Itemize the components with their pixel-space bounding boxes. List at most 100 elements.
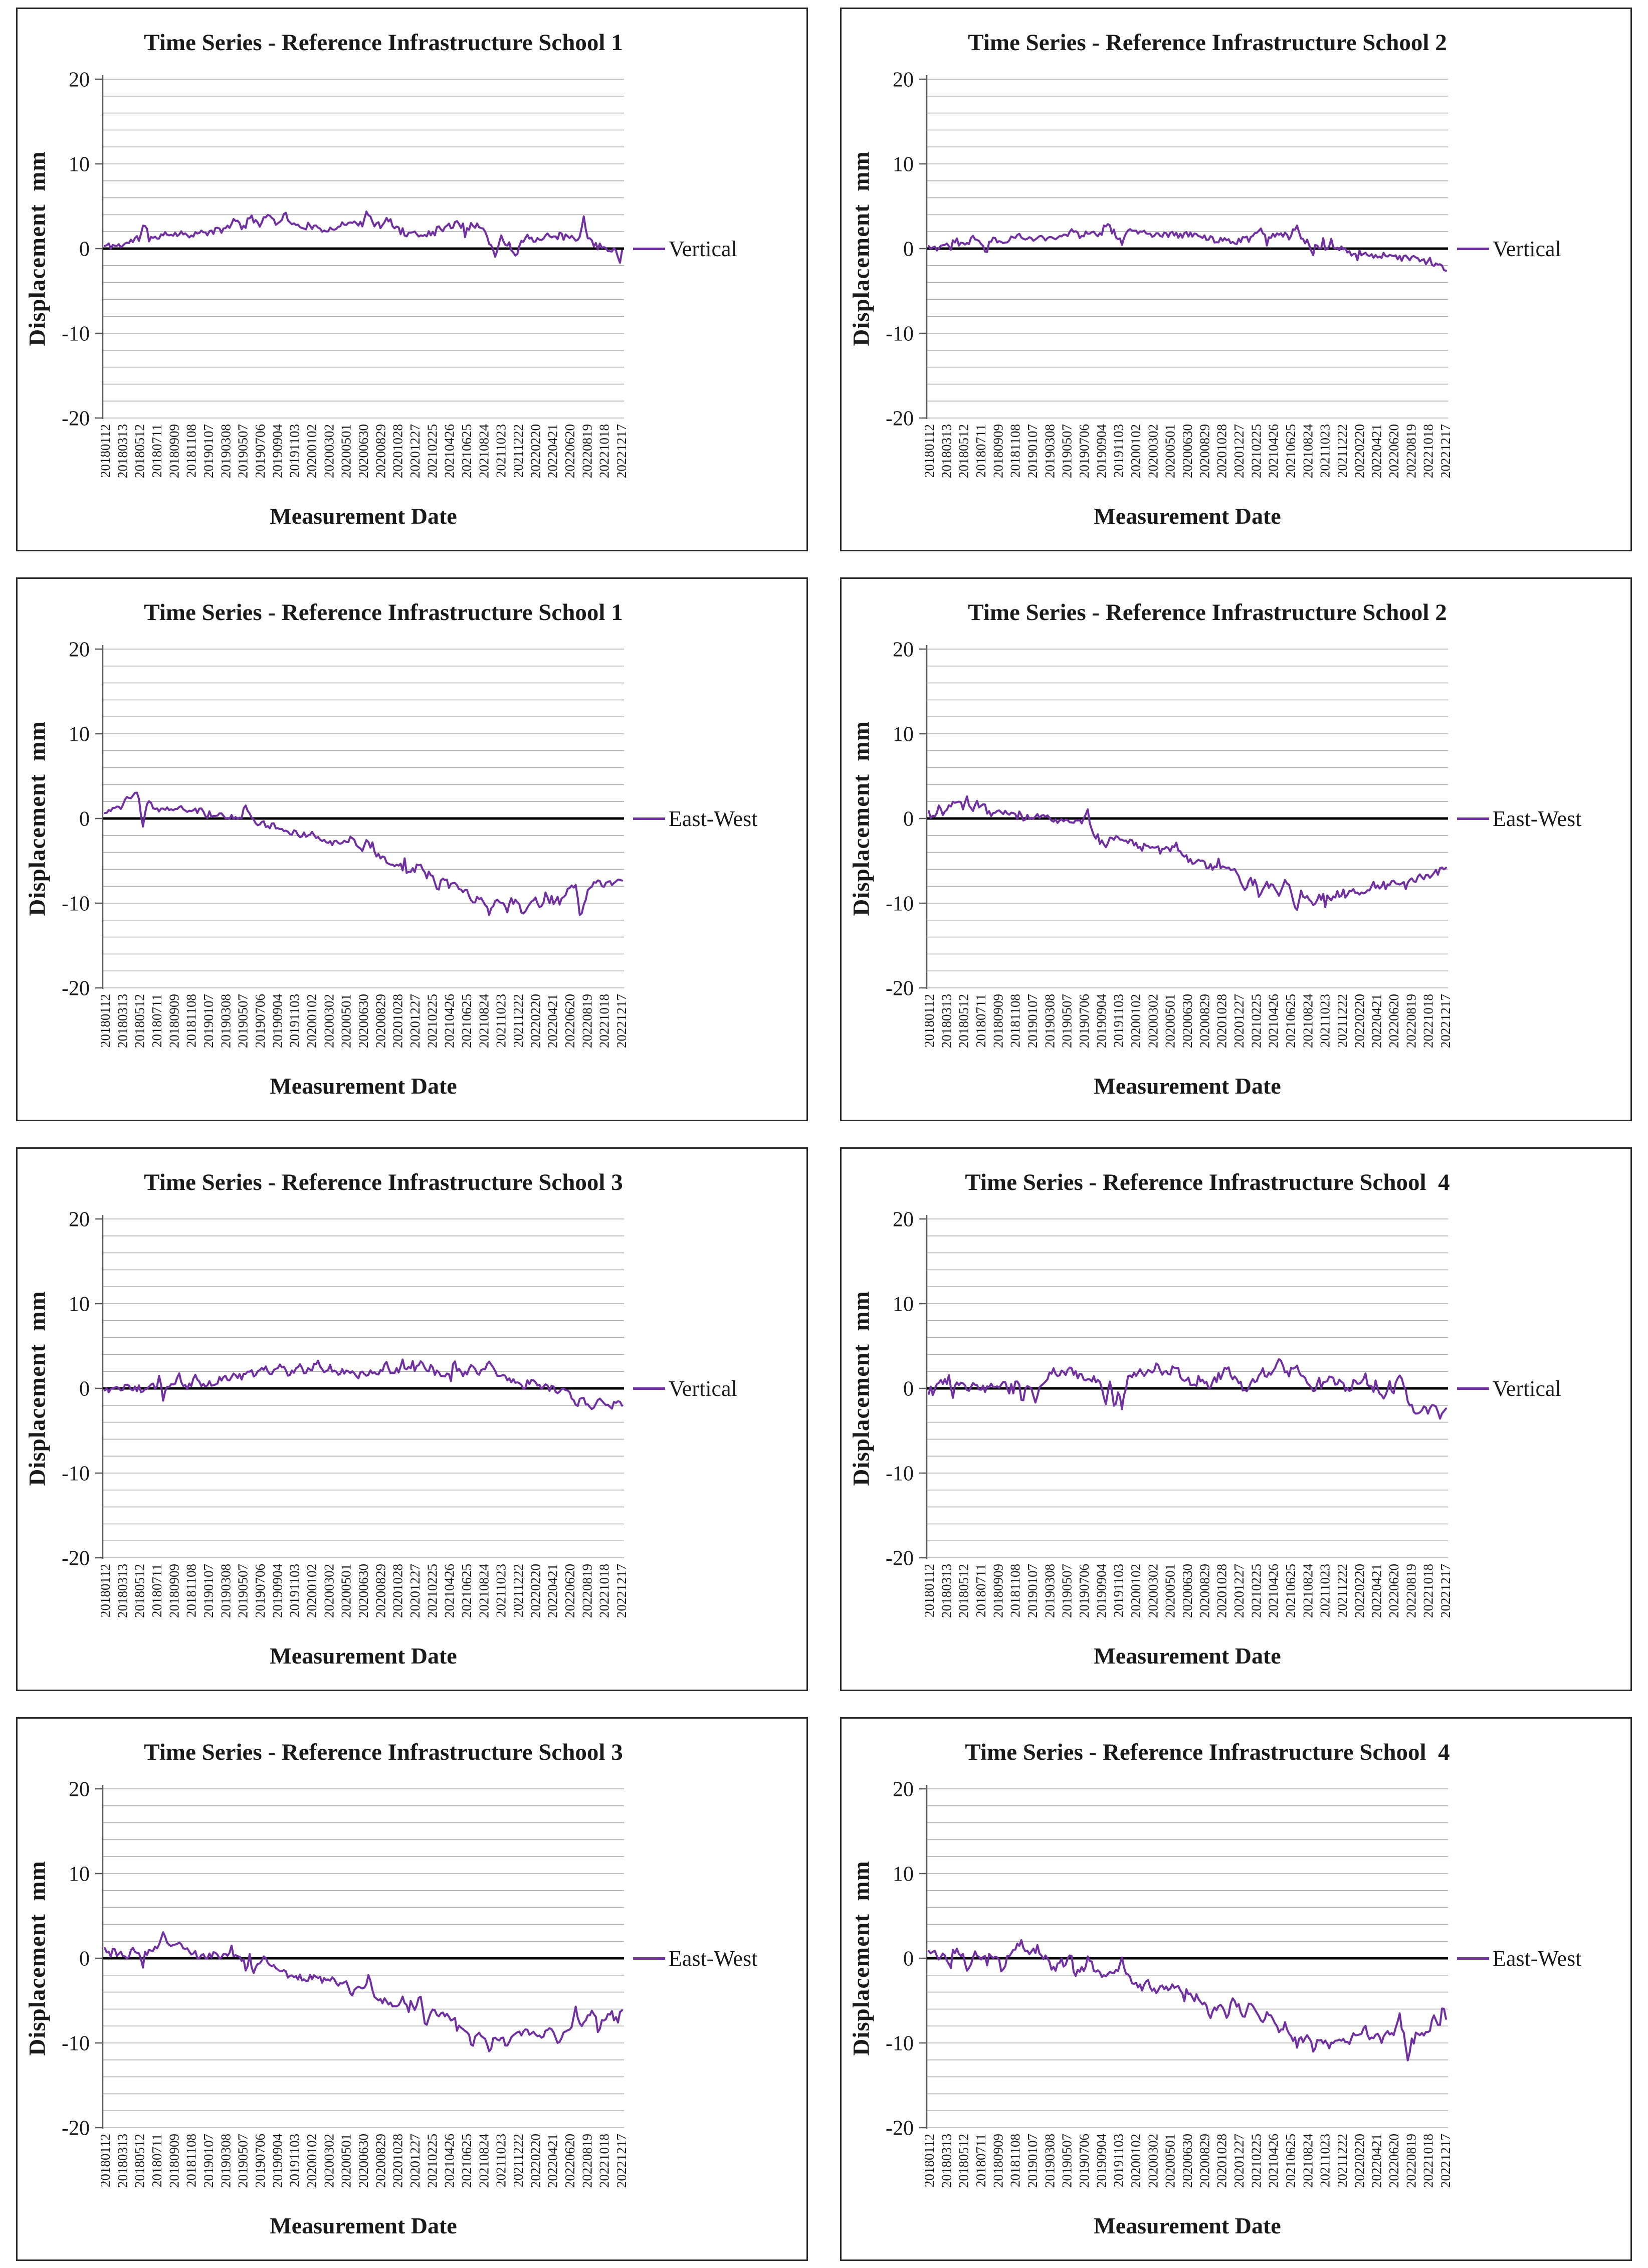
svg-text:20210824: 20210824 bbox=[476, 424, 491, 479]
svg-text:20190507: 20190507 bbox=[1060, 2134, 1075, 2188]
svg-text:20221217: 20221217 bbox=[1438, 424, 1453, 478]
chart-school1-vertical: 20 10 0 -10 -20 20180112 20180313 20180512 20180… bbox=[16, 8, 808, 551]
svg-text:-10: -10 bbox=[62, 892, 90, 915]
svg-text:20210426: 20210426 bbox=[1266, 2134, 1281, 2188]
svg-text:20: 20 bbox=[893, 68, 914, 91]
svg-text:20190107: 20190107 bbox=[1025, 2134, 1040, 2188]
legend: East-West bbox=[633, 1945, 757, 1971]
svg-text:-20: -20 bbox=[62, 977, 90, 1000]
svg-text:20210625: 20210625 bbox=[459, 2134, 474, 2188]
svg-text:20201227: 20201227 bbox=[407, 1564, 423, 1618]
svg-text:20200302: 20200302 bbox=[321, 2134, 336, 2188]
svg-text:20220620: 20220620 bbox=[562, 424, 577, 478]
svg-text:20220421: 20220421 bbox=[545, 1564, 560, 1618]
legend: Vertical bbox=[633, 236, 737, 262]
y-axis-title-wrap: Displacement mm bbox=[844, 79, 880, 418]
svg-text:20211023: 20211023 bbox=[494, 2134, 509, 2187]
legend-label: Vertical bbox=[669, 1376, 737, 1401]
svg-text:0: 0 bbox=[903, 807, 914, 831]
svg-text:20200630: 20200630 bbox=[1180, 2134, 1195, 2188]
svg-text:20201227: 20201227 bbox=[407, 2134, 423, 2188]
chart-school4-vertical: 20 10 0 -10 -20 20180112 20180313 20180512 20180… bbox=[840, 1147, 1632, 1691]
chart-title: Time Series - Reference Infrastructure S… bbox=[965, 1169, 1450, 1195]
svg-text:20191103: 20191103 bbox=[1111, 2134, 1126, 2187]
svg-text:20200829: 20200829 bbox=[373, 994, 388, 1048]
svg-text:20200102: 20200102 bbox=[1128, 994, 1143, 1048]
svg-text:20190507: 20190507 bbox=[236, 994, 251, 1048]
svg-text:20190706: 20190706 bbox=[253, 1564, 268, 1618]
svg-text:-10: -10 bbox=[62, 1462, 90, 1485]
svg-text:10: 10 bbox=[893, 1863, 914, 1886]
svg-text:20190904: 20190904 bbox=[1094, 424, 1109, 479]
svg-text:20220620: 20220620 bbox=[1386, 1564, 1401, 1618]
legend: Vertical bbox=[633, 1375, 737, 1401]
y-axis-title-wrap: Displacement mm bbox=[20, 1789, 56, 2128]
svg-text:20180512: 20180512 bbox=[132, 424, 147, 478]
y-axis-title: Displacement mm bbox=[25, 151, 51, 346]
y-axis-title: Displacement mm bbox=[849, 151, 875, 346]
svg-text:20190507: 20190507 bbox=[1060, 1564, 1075, 1618]
svg-text:20200630: 20200630 bbox=[356, 424, 371, 478]
svg-text:20210426: 20210426 bbox=[1266, 1564, 1281, 1618]
svg-text:20180711: 20180711 bbox=[973, 424, 988, 478]
svg-text:20190308: 20190308 bbox=[218, 1564, 233, 1618]
svg-text:20210824: 20210824 bbox=[1300, 424, 1315, 479]
svg-text:20210625: 20210625 bbox=[1283, 2134, 1298, 2188]
svg-text:20200102: 20200102 bbox=[1128, 1564, 1143, 1618]
legend-line-swatch bbox=[1457, 1387, 1489, 1390]
svg-text:20221217: 20221217 bbox=[1438, 2134, 1453, 2188]
svg-text:0: 0 bbox=[79, 1377, 90, 1400]
svg-text:20200829: 20200829 bbox=[373, 424, 388, 478]
svg-text:20: 20 bbox=[69, 638, 90, 661]
svg-text:20180711: 20180711 bbox=[149, 424, 164, 478]
svg-text:20210824: 20210824 bbox=[1300, 1564, 1315, 1618]
svg-text:20181108: 20181108 bbox=[184, 994, 199, 1048]
svg-text:20200630: 20200630 bbox=[1180, 994, 1195, 1048]
svg-text:0: 0 bbox=[79, 238, 90, 261]
svg-text:20180512: 20180512 bbox=[132, 1564, 147, 1618]
svg-text:20220819: 20220819 bbox=[1403, 994, 1418, 1048]
svg-text:20200102: 20200102 bbox=[304, 2134, 319, 2188]
svg-text:20220421: 20220421 bbox=[1369, 424, 1384, 478]
svg-text:20190706: 20190706 bbox=[1077, 2134, 1092, 2188]
svg-text:20210225: 20210225 bbox=[1249, 1564, 1264, 1618]
svg-text:20221217: 20221217 bbox=[1438, 1564, 1453, 1618]
svg-text:20200302: 20200302 bbox=[1145, 2134, 1160, 2188]
svg-text:20180112: 20180112 bbox=[98, 2134, 113, 2187]
svg-text:-20: -20 bbox=[886, 977, 914, 1000]
y-axis-title-wrap: Displacement mm bbox=[20, 649, 56, 988]
svg-text:20201028: 20201028 bbox=[1214, 424, 1229, 478]
y-axis-title: Displacement mm bbox=[25, 1861, 51, 2056]
svg-text:20190706: 20190706 bbox=[1077, 1564, 1092, 1618]
svg-text:20180512: 20180512 bbox=[956, 1564, 971, 1618]
svg-text:20220819: 20220819 bbox=[579, 994, 594, 1048]
svg-text:20190904: 20190904 bbox=[1094, 2134, 1109, 2188]
svg-text:20180909: 20180909 bbox=[166, 424, 181, 478]
svg-text:20190107: 20190107 bbox=[201, 424, 216, 478]
svg-text:20180909: 20180909 bbox=[990, 2134, 1005, 2188]
y-axis-title: Displacement mm bbox=[25, 721, 51, 916]
svg-text:20190308: 20190308 bbox=[218, 2134, 233, 2188]
svg-text:20210225: 20210225 bbox=[1249, 2134, 1264, 2188]
svg-text:20220220: 20220220 bbox=[1352, 424, 1367, 478]
legend: Vertical bbox=[1457, 1375, 1561, 1401]
legend: East-West bbox=[1457, 1945, 1581, 1971]
svg-text:20180313: 20180313 bbox=[115, 2134, 130, 2188]
x-axis-title: Measurement Date bbox=[1094, 2213, 1281, 2238]
y-axis-title-wrap: Displacement mm bbox=[844, 1219, 880, 1558]
svg-text:20210625: 20210625 bbox=[459, 424, 474, 478]
svg-text:10: 10 bbox=[69, 1863, 90, 1886]
chart-school3-vertical: 20 10 0 -10 -20 20180112 20180313 20180512 20180… bbox=[16, 1147, 808, 1691]
svg-text:10: 10 bbox=[893, 1293, 914, 1316]
svg-text:20211222: 20211222 bbox=[1335, 2134, 1350, 2187]
y-axis-title: Displacement mm bbox=[849, 1861, 875, 2056]
svg-text:20211222: 20211222 bbox=[511, 1564, 526, 1617]
legend-line-swatch bbox=[633, 247, 665, 250]
svg-text:10: 10 bbox=[69, 153, 90, 176]
svg-text:20200302: 20200302 bbox=[321, 424, 336, 478]
svg-text:20180313: 20180313 bbox=[115, 1564, 130, 1618]
legend: East-West bbox=[633, 805, 757, 832]
svg-text:20220220: 20220220 bbox=[1352, 2134, 1367, 2188]
svg-text:20220220: 20220220 bbox=[1352, 1564, 1367, 1618]
